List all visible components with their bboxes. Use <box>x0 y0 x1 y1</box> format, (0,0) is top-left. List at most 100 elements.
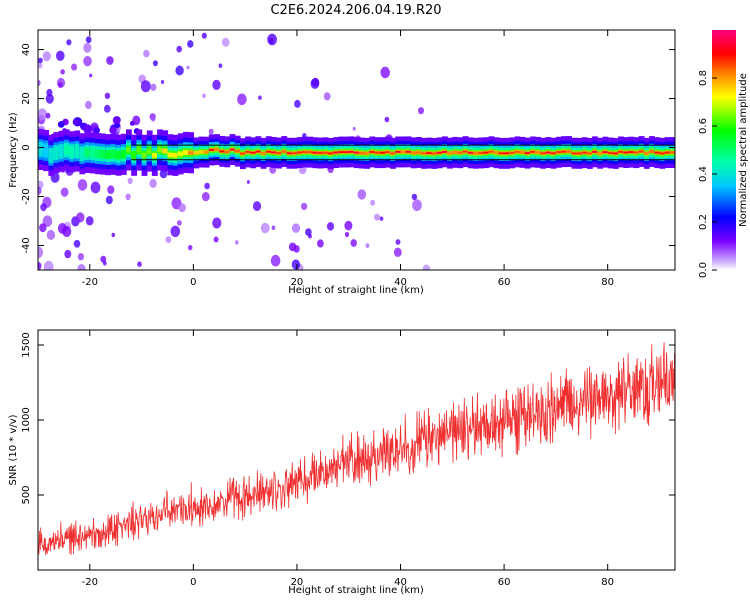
spectrogram-band-cell <box>203 151 210 153</box>
spectrogram-noise-blob <box>143 49 150 58</box>
colorbar-ticks: 0.0 0.2 0.4 0.6 0.8 <box>698 70 717 278</box>
spectrogram-band-cell <box>338 151 345 153</box>
spectrogram-noise-blob <box>127 177 133 185</box>
spectrogram-noise-blob <box>107 185 115 194</box>
spectrogram-noise-blob <box>365 243 370 249</box>
spectrogram-noise-blob <box>71 63 78 71</box>
spectrogram-band-cell <box>115 154 122 157</box>
spectrogram-band-cell <box>664 151 671 154</box>
spectrogram-noise-blob <box>151 116 156 122</box>
spectrogram-noise-blob <box>202 93 207 99</box>
spectrogram-x-tick-label: 0 <box>190 277 196 288</box>
spectrogram-band-cell <box>43 149 49 152</box>
snr-y-tick-label: 500 <box>21 485 32 504</box>
spectrogram-y-ticks: -40 -20 0 20 40 <box>21 43 675 254</box>
spectrogram-noise-blob <box>39 223 47 233</box>
spectrogram-noise-blob <box>85 36 92 44</box>
spectrogram-noise-blob <box>252 201 262 212</box>
spectrogram-band-cell <box>431 152 438 155</box>
spectrogram-noise-blob <box>111 232 116 238</box>
spectrogram-noise-blob <box>357 189 367 200</box>
spectrogram-noise-blob <box>83 42 92 53</box>
spectrogram-band-cell <box>69 150 75 153</box>
spectrogram-noise-blob <box>178 203 186 213</box>
spectrogram-band-cell <box>436 151 443 154</box>
spectrogram-noise-blob <box>344 231 350 238</box>
spectrogram-band-cell <box>162 149 169 153</box>
spectrogram-band-cell <box>509 152 516 154</box>
snr-x-ticks: -20 0 20 40 60 80 <box>82 330 614 588</box>
spectrogram-noise-blob <box>212 217 222 229</box>
spectrogram-noise-blob <box>140 80 151 93</box>
snr-x-tick-label: 60 <box>498 577 511 588</box>
spectrogram-noise-blob <box>152 60 158 67</box>
spectrogram-noise-blob <box>38 108 48 121</box>
spectrogram-band-cell <box>488 150 495 153</box>
spectrogram-band-cell <box>234 150 241 152</box>
spectrogram-band-cell <box>359 152 365 154</box>
spectrogram-noise-blob <box>46 88 53 97</box>
spectrogram-band-cell <box>328 152 334 155</box>
spectrogram-noise-blob <box>125 193 131 201</box>
spectrogram-band-cell <box>188 151 194 154</box>
snr-y-tick-label: 1000 <box>21 407 32 432</box>
spectrogram-band-cell <box>555 151 562 154</box>
spectrogram-noise-blob <box>38 246 44 259</box>
spectrogram-y-tick-label: -20 <box>21 188 32 204</box>
spectrogram-band-cell <box>146 149 153 153</box>
spectrogram-noise-blob <box>350 239 357 247</box>
spectrogram-band-cell <box>473 152 479 155</box>
spectrogram-band-cell <box>369 151 376 153</box>
spectrogram-noise-blob <box>56 50 65 61</box>
spectrogram-noise-blob <box>237 93 247 106</box>
spectrogram-y-tick-label: 0 <box>21 144 32 150</box>
spectrogram-noise-blob <box>310 78 320 89</box>
spectrogram-noise-blob <box>186 65 190 70</box>
spectrogram-cluster-blob <box>129 120 135 126</box>
spectrogram-noise-blob <box>323 92 331 101</box>
spectrogram-noise-blob <box>57 223 67 234</box>
colorbar: 0.0 0.2 0.4 0.6 0.8 Normalized spectral ampl… <box>698 30 749 278</box>
snr-frame <box>37 329 676 571</box>
spectrogram-band-cell <box>48 154 55 157</box>
spectrogram-cluster-blob <box>72 119 79 126</box>
spectrogram-noise-blob <box>317 239 324 248</box>
spectrogram-noise-blob <box>100 255 107 263</box>
spectrogram-noise-blob <box>201 192 210 202</box>
spectrogram-cells <box>38 32 675 270</box>
spectrogram-panel: -20 0 20 40 60 80 -40 -20 0 20 40 Height of strai… <box>8 29 676 296</box>
spectrogram-band-cell <box>659 152 666 155</box>
spectrogram-noise-blob <box>374 213 380 221</box>
spectrogram-band-cell <box>447 152 453 155</box>
spectrogram-band-cell <box>229 148 236 151</box>
spectrogram-band-cell <box>307 151 314 153</box>
spectrogram-noise-blob <box>76 212 85 223</box>
spectrogram-band-cell <box>571 152 578 155</box>
spectrogram-band-cell <box>524 152 531 154</box>
spectrogram-band-cell <box>198 151 205 153</box>
spectrogram-noise-blob <box>235 240 239 245</box>
spectrogram-noise-blob <box>42 51 51 62</box>
spectrogram-band-cell <box>379 151 386 154</box>
spectrogram-band-cell <box>312 151 319 154</box>
spectrogram-noise-blob <box>38 57 43 64</box>
spectrogram-noise-blob <box>104 92 111 100</box>
colorbar-tick-label: 0.4 <box>698 166 709 182</box>
snr-x-tick-label: 20 <box>291 577 304 588</box>
spectrogram-noise-blob <box>83 56 92 67</box>
spectrogram-band-cell <box>467 151 474 154</box>
spectrogram-band-cell <box>623 151 629 154</box>
spectrogram-noise-blob <box>204 182 210 190</box>
spectrogram-band-cell <box>514 151 521 153</box>
spectrogram-band-cell <box>240 152 246 155</box>
spectrogram-noise-blob <box>60 187 69 197</box>
spectrogram-band-cell <box>462 150 469 153</box>
spectrogram-band-cell <box>157 148 163 152</box>
spectrogram-band-cell <box>245 151 251 153</box>
spectrogram-xlabel: Height of straight line (km) <box>288 285 424 296</box>
spectrogram-band-cell <box>587 152 593 155</box>
spectrogram-noise-blob <box>352 126 356 131</box>
spectrogram-noise-blob <box>305 228 312 237</box>
spectrogram-noise-blob <box>412 199 422 212</box>
spectrogram-band-cell <box>478 152 484 154</box>
